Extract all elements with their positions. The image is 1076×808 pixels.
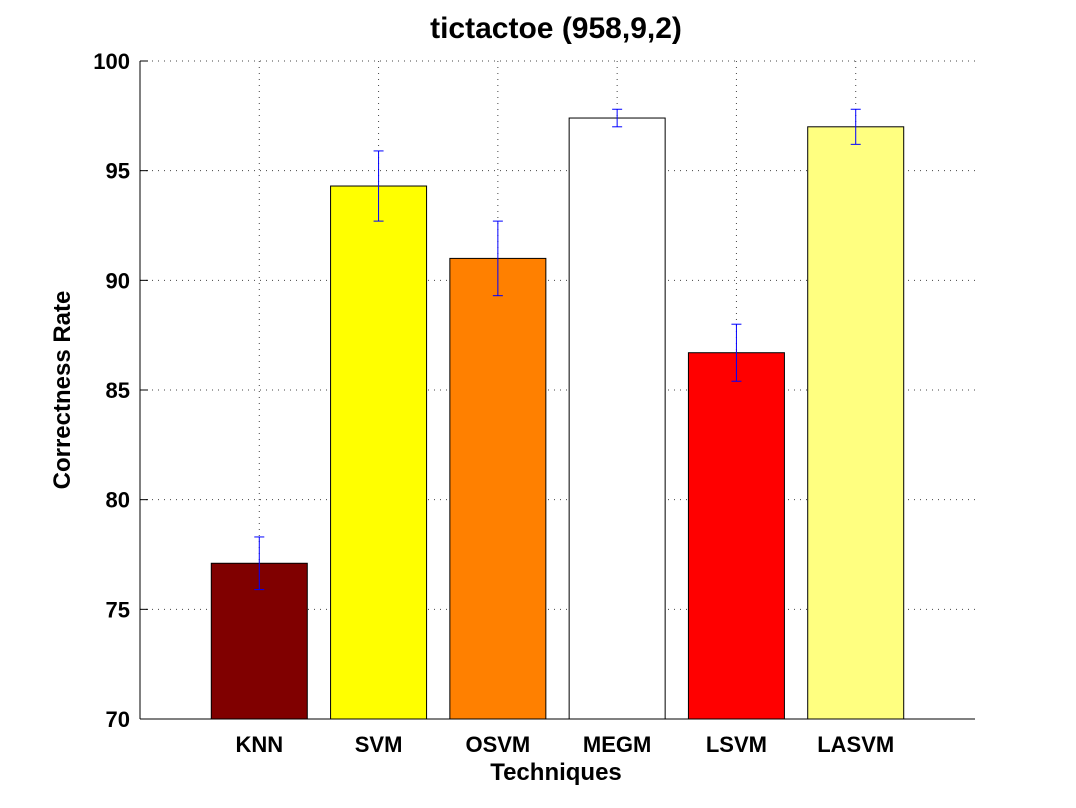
x-tick-label: MEGM [583, 732, 651, 757]
x-tick-label: OSVM [465, 732, 530, 757]
error-bar-knn [254, 536, 265, 591]
bar-megm [568, 117, 666, 720]
error-bar-osvm [492, 220, 503, 297]
error-bar-megm [612, 108, 623, 128]
y-tick-label: 75 [106, 597, 130, 622]
y-tick-label: 95 [106, 159, 130, 184]
error-bar-lasvm [850, 108, 861, 145]
bar-osvm [449, 257, 547, 720]
y-tick-label: 70 [106, 707, 130, 732]
bars-group [210, 117, 905, 720]
y-tick-labels: 70 75 80 85 90 95 100 [93, 49, 130, 732]
x-tick-label: LSVM [706, 732, 767, 757]
bar-svm [330, 185, 428, 720]
axes-group [139, 60, 975, 720]
x-axis-title: Techniques [490, 759, 622, 786]
bar-lsvm [687, 352, 785, 720]
x-tick-labels: KNN SVM OSVM MEGM LSVM LASVM [235, 732, 894, 757]
x-tick-label: LASVM [817, 732, 894, 757]
bar-lasvm [807, 126, 905, 720]
y-tick-label: 80 [106, 488, 130, 513]
y-tick-label: 100 [93, 49, 130, 74]
y-axis-title: Correctness Rate [49, 291, 76, 490]
y-tick-label: 90 [106, 268, 130, 293]
error-bar-lsvm [731, 323, 742, 382]
error-bar-svm [373, 150, 384, 222]
y-tick-label: 85 [106, 378, 130, 403]
x-tick-label: KNN [235, 732, 283, 757]
chart-title: tictactoe (958,9,2) [430, 12, 682, 45]
error-bars-group [254, 108, 861, 591]
x-tick-label: SVM [355, 732, 403, 757]
